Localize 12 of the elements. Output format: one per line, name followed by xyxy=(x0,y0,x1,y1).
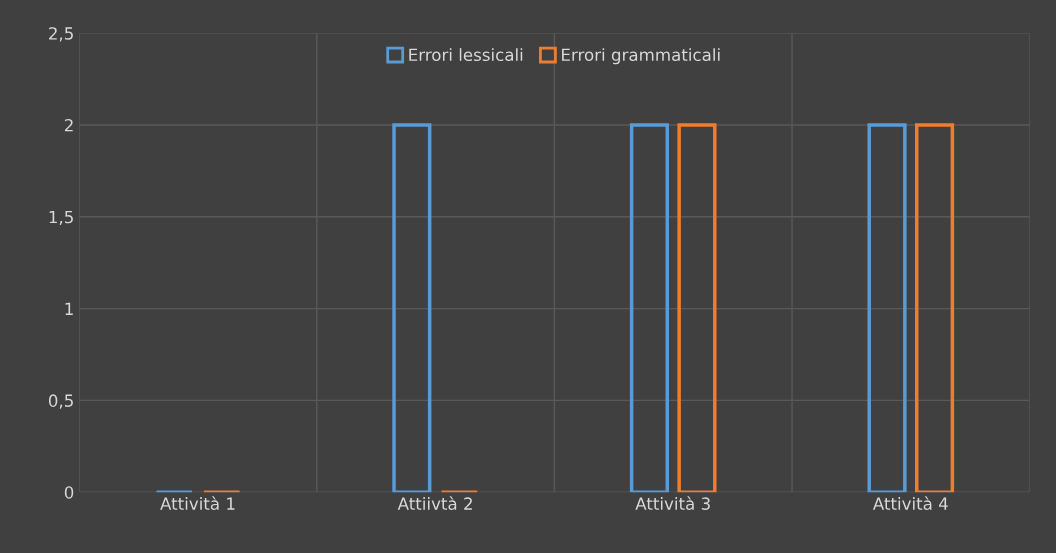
y-tick-label: 1 xyxy=(65,302,73,315)
y-tick-label: 2,5 xyxy=(49,27,73,42)
x-tick-label: Attività 1 xyxy=(160,496,235,510)
legend-label: Errori lessicali xyxy=(409,48,523,62)
legend-label: Errori grammaticali xyxy=(562,48,720,65)
x-tick-label: Attiivtà 2 xyxy=(397,496,472,510)
y-tick-label: 1,5 xyxy=(49,210,73,226)
y-tick-label: 0 xyxy=(64,486,74,499)
y-tick-label: 0,5 xyxy=(48,394,73,409)
y-tick-label: 2 xyxy=(64,118,73,132)
x-tick-label: Attività 3 xyxy=(635,496,710,510)
x-tick-label: Attività 4 xyxy=(872,496,948,510)
